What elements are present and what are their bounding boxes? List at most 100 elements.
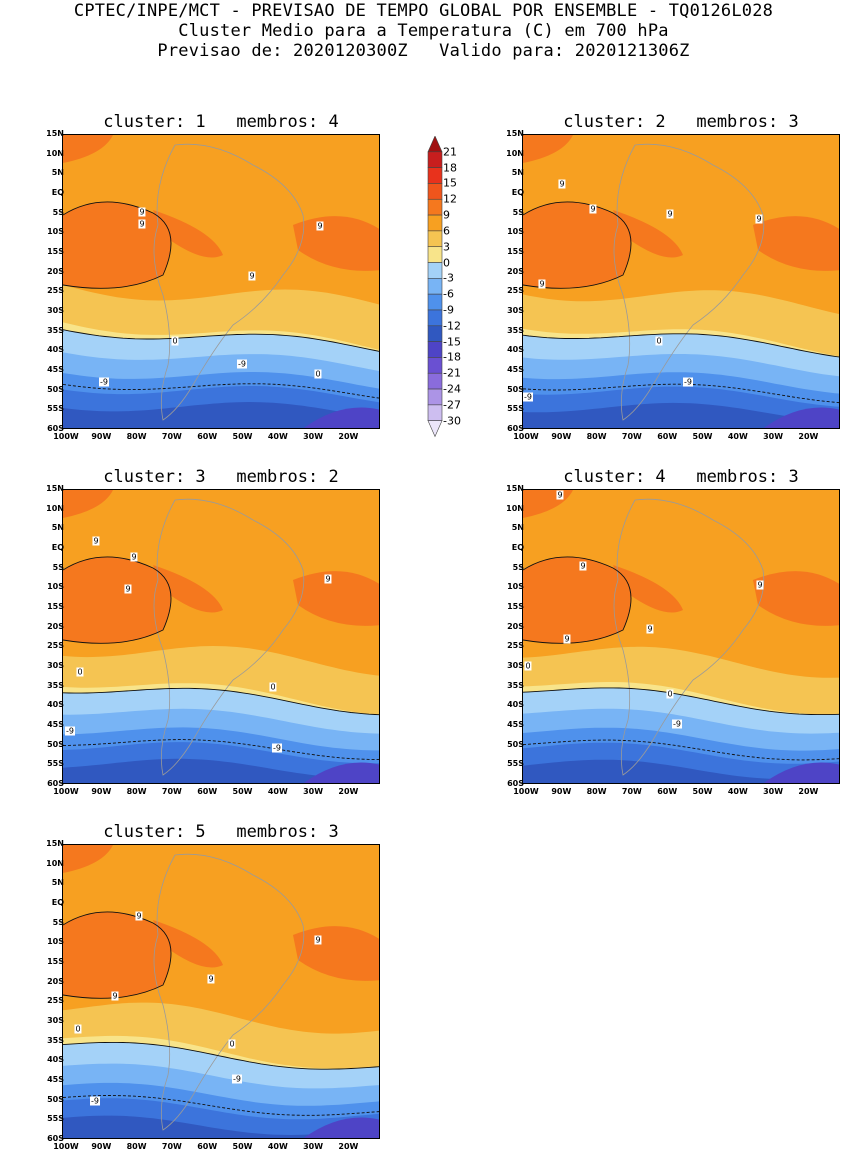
temperature-band: [293, 571, 379, 626]
latitude-tick-label: 5S: [52, 562, 64, 572]
latitude-tick-label: 30S: [47, 1016, 64, 1025]
color-legend-swatch: [427, 198, 443, 216]
color-legend-label: 3: [443, 240, 450, 254]
longitude-tick-label: 40W: [267, 787, 288, 796]
longitude-tick-label: 90W: [91, 787, 112, 796]
contour-label: 9: [666, 209, 674, 219]
latitude-tick-label: 50S: [507, 739, 524, 749]
color-legend-swatch: [427, 388, 443, 406]
longitude-tick-label: 70W: [621, 432, 642, 441]
contour-line-dashed: [63, 739, 379, 760]
contour-label: 0: [74, 1024, 82, 1034]
latitude-tick-label: 60S: [507, 424, 524, 433]
contour-label: -9: [90, 1096, 100, 1106]
contour-label: -9: [237, 359, 247, 369]
longitude-tick-label: 20W: [338, 787, 359, 796]
latitude-tick-label: 5S: [512, 562, 524, 572]
temperature-band: [523, 759, 839, 783]
panel-title: cluster: 3 membros: 2: [103, 467, 339, 487]
temperature-band: [303, 762, 379, 783]
color-legend: 21 18 15 12 9 6 3 0 -3 -6 -9 -12 -15 -18 -21 -24 -27 -30: [427, 135, 487, 446]
latitude-tick-label: 20S: [507, 266, 524, 276]
longitude-tick-label: 90W: [91, 1142, 112, 1151]
color-legend-swatch: [427, 293, 443, 311]
longitude-tick-label: 60W: [657, 787, 678, 796]
contour-label: -9: [523, 392, 533, 402]
continent-outline: [153, 853, 305, 1131]
contour-label: 9: [556, 490, 564, 500]
longitude-tick-label: 90W: [91, 432, 112, 441]
latitude-tick-label: EQ: [511, 543, 524, 552]
contour-label: 9: [111, 991, 119, 1001]
color-legend-swatch: [427, 246, 443, 263]
latitude-tick-label: EQ: [511, 188, 524, 197]
color-legend-swatch: [427, 262, 443, 279]
contour-label: -9: [672, 719, 682, 729]
longitude-tick-label: 50W: [232, 787, 253, 796]
latitude-tick-label: 25S: [47, 641, 64, 651]
header-line-2: Cluster Medio para a Temperatura (C) em …: [178, 21, 669, 41]
latitude-tick-label: 50S: [47, 384, 64, 394]
longitude-tick-label: 30W: [763, 787, 784, 796]
temperature-band: [613, 210, 683, 258]
color-legend-swatch: [427, 309, 443, 327]
header-line-3: Previsao de: 2020120300Z Valido para: 20…: [157, 41, 690, 61]
contour-label: 9: [130, 552, 138, 562]
temperature-band: [753, 571, 839, 626]
latitude-tick-label: 15S: [507, 602, 524, 611]
contour-label: 9: [138, 207, 146, 217]
color-legend-label: 6: [443, 224, 450, 238]
contour-line: [63, 556, 172, 644]
latitude-tick-label: 25S: [47, 996, 64, 1006]
temperature-band: [63, 556, 171, 644]
header-line-1: CPTEC/INPE/MCT - PREVISAO DE TEMPO GLOBA…: [73, 1, 774, 21]
temperature-band: [63, 1115, 379, 1138]
contour-line: [523, 333, 839, 358]
temperature-band: [523, 402, 839, 428]
latitude-tick-label: 10N: [46, 858, 64, 868]
longitude-tick-label: 90W: [551, 787, 572, 796]
longitude-tick-label: 20W: [798, 787, 819, 796]
longitude-tick-label: 40W: [727, 432, 748, 441]
latitude-tick-label: EQ: [51, 543, 64, 552]
longitude-tick-label: 70W: [621, 787, 642, 796]
map-panel: cluster: 2 membros: 3 9 9 9 9 9 0 -9 -9 15N 10N 5N E…: [460, 112, 840, 452]
color-legend-swatch: [427, 135, 443, 153]
color-legend-swatch: [427, 372, 443, 390]
contour-label: 9: [589, 204, 597, 214]
contour-label: 9: [124, 584, 132, 594]
longitude-tick-label: 100W: [513, 432, 539, 441]
latitude-tick-label: 10S: [507, 227, 524, 237]
contour-label: 0: [524, 661, 532, 671]
temperature-band: [523, 556, 631, 644]
latitude-tick-label: 45S: [47, 365, 64, 374]
longitude-tick-label: 80W: [126, 787, 147, 796]
longitude-tick-label: 30W: [303, 787, 324, 796]
latitude-tick-label: 35S: [507, 325, 524, 335]
temperature-map: [63, 490, 379, 783]
latitude-tick-label: 30S: [47, 661, 64, 670]
contour-label: -9: [683, 377, 693, 387]
contour-label: 9: [207, 974, 215, 984]
continent-outline: [613, 498, 765, 776]
temperature-band: [63, 758, 379, 783]
map-frame: [62, 489, 380, 784]
temperature-band: [523, 201, 631, 289]
latitude-tick-label: 10S: [507, 582, 524, 592]
longitude-tick-label: 30W: [303, 432, 324, 441]
color-legend-swatch: [427, 420, 443, 438]
color-legend-label: 15: [443, 176, 457, 190]
temperature-band: [63, 135, 113, 163]
latitude-tick-label: 45S: [47, 720, 64, 729]
longitude-tick-label: 40W: [267, 432, 288, 441]
longitude-tick-label: 100W: [53, 787, 79, 796]
temperature-band: [63, 845, 113, 873]
latitude-tick-label: 50S: [47, 1094, 64, 1104]
latitude-tick-label: 55S: [507, 404, 524, 414]
longitude-tick-label: 100W: [513, 787, 539, 796]
latitude-tick-label: 60S: [47, 1134, 64, 1143]
color-legend-label: -12: [443, 319, 461, 333]
latitude-tick-label: 20S: [47, 621, 64, 631]
temperature-band: [753, 216, 839, 271]
latitude-tick-label: 15N: [506, 484, 524, 493]
